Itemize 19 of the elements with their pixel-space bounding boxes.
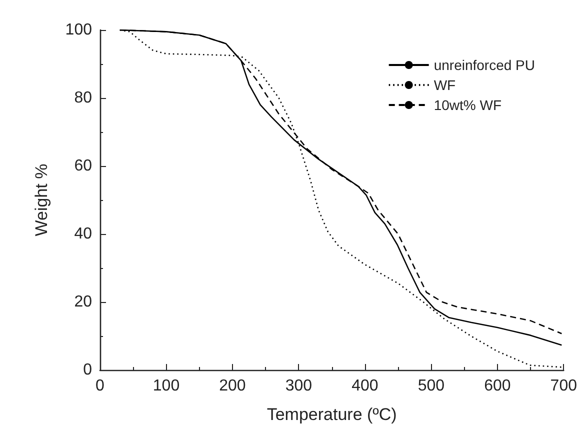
x-tick-label: 600 (484, 378, 511, 394)
x-axis-title: Temperature (ºC) (266, 405, 397, 424)
y-tick-label: 40 (74, 226, 92, 242)
x-tick-label: 300 (285, 378, 312, 394)
y-tick-label: 60 (74, 158, 92, 174)
y-axis-title: Weight % (32, 164, 51, 236)
y-tick-label: 0 (83, 362, 92, 378)
legend-label: WF (434, 77, 456, 93)
y-tick-label: 20 (74, 294, 92, 310)
x-tick-label: 0 (96, 378, 105, 394)
x-tick-label: 500 (418, 378, 445, 394)
y-tick-label: 100 (65, 22, 92, 38)
x-tick-label: 700 (550, 378, 578, 394)
legend-label: 10wt% WF (434, 97, 502, 113)
x-tick-label: 400 (352, 378, 378, 394)
x-tick-label: 100 (152, 378, 180, 394)
x-tick-label: 200 (219, 378, 246, 394)
legend-label: unreinforced PU (434, 57, 536, 73)
y-tick-label: 80 (74, 90, 92, 106)
